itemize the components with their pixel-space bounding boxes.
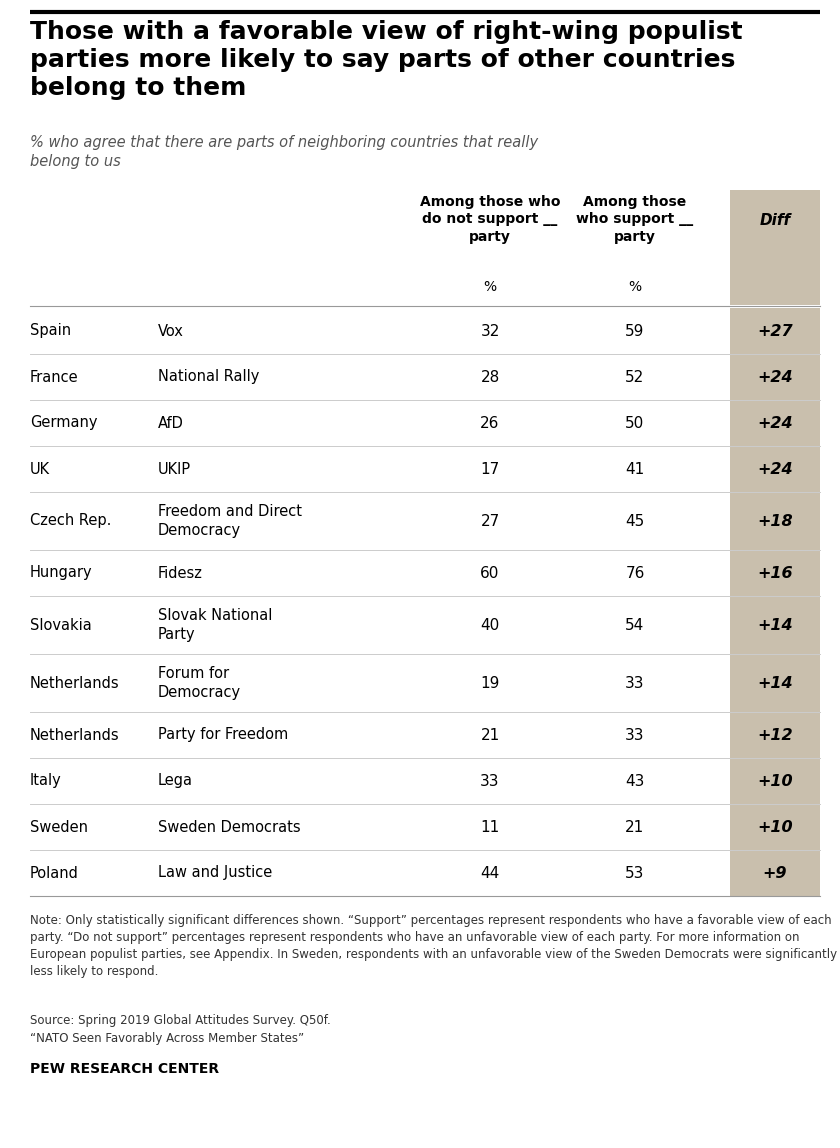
Text: +24: +24 (757, 461, 793, 476)
Text: 53: 53 (625, 866, 644, 881)
Text: +12: +12 (757, 728, 793, 743)
Text: 41: 41 (625, 461, 644, 476)
Text: Italy: Italy (30, 774, 62, 789)
Text: Slovakia: Slovakia (30, 618, 92, 633)
Text: 21: 21 (480, 728, 500, 743)
Bar (730, 596, 820, 654)
Text: 33: 33 (480, 774, 500, 789)
Text: Note: Only statistically significant differences shown. “Support” percentages re: Note: Only statistically significant dif… (30, 914, 837, 978)
Text: Among those
who support __
party: Among those who support __ party (576, 195, 694, 243)
Text: Hungary: Hungary (30, 566, 92, 581)
Text: “NATO Seen Favorably Across Member States”: “NATO Seen Favorably Across Member State… (30, 1032, 304, 1045)
Text: Sweden: Sweden (30, 820, 88, 835)
Text: 28: 28 (480, 370, 500, 385)
Text: +27: +27 (757, 324, 793, 339)
Text: 33: 33 (625, 728, 645, 743)
Text: Diff: Diff (759, 214, 790, 228)
Bar (730, 492, 820, 550)
Bar (730, 550, 820, 596)
Text: 76: 76 (625, 566, 644, 581)
Text: 59: 59 (625, 324, 644, 339)
Text: +18: +18 (757, 513, 793, 528)
Bar (730, 447, 820, 492)
Text: UKIP: UKIP (158, 461, 192, 476)
Text: PEW RESEARCH CENTER: PEW RESEARCH CENTER (30, 1062, 219, 1076)
Text: +9: +9 (763, 866, 787, 881)
Text: Freedom and Direct
Democracy: Freedom and Direct Democracy (158, 504, 302, 537)
Bar (730, 308, 820, 354)
Text: Lega: Lega (158, 774, 193, 789)
Text: 40: 40 (480, 618, 500, 633)
Text: 45: 45 (625, 513, 644, 528)
Text: Netherlands: Netherlands (30, 728, 119, 743)
Text: Those with a favorable view of right-wing populist
parties more likely to say pa: Those with a favorable view of right-win… (30, 20, 743, 100)
Text: Netherlands: Netherlands (30, 675, 119, 690)
Text: +14: +14 (757, 618, 793, 633)
Text: Germany: Germany (30, 416, 97, 430)
Text: 54: 54 (625, 618, 644, 633)
Text: Forum for
Democracy: Forum for Democracy (158, 667, 241, 699)
Text: +14: +14 (757, 675, 793, 690)
Bar (730, 804, 820, 850)
Text: +24: +24 (757, 370, 793, 385)
Text: %: % (484, 280, 496, 294)
Text: +10: +10 (757, 820, 793, 835)
Text: 33: 33 (625, 675, 645, 690)
Bar (730, 354, 820, 400)
Bar (730, 758, 820, 804)
Text: UK: UK (30, 461, 50, 476)
Text: Party for Freedom: Party for Freedom (158, 728, 288, 743)
Text: 17: 17 (480, 461, 500, 476)
Text: 21: 21 (625, 820, 644, 835)
Bar (730, 191, 820, 305)
Text: Source: Spring 2019 Global Attitudes Survey. Q50f.: Source: Spring 2019 Global Attitudes Sur… (30, 1014, 331, 1027)
Text: Spain: Spain (30, 324, 71, 339)
Text: +10: +10 (757, 774, 793, 789)
Bar (730, 654, 820, 712)
Text: Law and Justice: Law and Justice (158, 866, 272, 881)
Bar (730, 850, 820, 895)
Text: 60: 60 (480, 566, 500, 581)
Text: 50: 50 (625, 416, 644, 430)
Text: France: France (30, 370, 79, 385)
Text: % who agree that there are parts of neighboring countries that really
belong to : % who agree that there are parts of neig… (30, 135, 538, 169)
Text: 52: 52 (625, 370, 644, 385)
Text: %: % (628, 280, 642, 294)
Text: National Rally: National Rally (158, 370, 260, 385)
Text: Fidesz: Fidesz (158, 566, 203, 581)
Text: +16: +16 (757, 566, 793, 581)
Text: AfD: AfD (158, 416, 184, 430)
Text: Sweden Democrats: Sweden Democrats (158, 820, 301, 835)
Text: 27: 27 (480, 513, 500, 528)
Bar (730, 712, 820, 758)
Text: Poland: Poland (30, 866, 79, 881)
Text: 32: 32 (480, 324, 500, 339)
Text: +24: +24 (757, 416, 793, 430)
Text: Slovak National
Party: Slovak National Party (158, 608, 272, 642)
Text: 44: 44 (480, 866, 500, 881)
Text: Vox: Vox (158, 324, 184, 339)
Text: 43: 43 (625, 774, 644, 789)
Text: 19: 19 (480, 675, 500, 690)
Text: 11: 11 (480, 820, 500, 835)
Text: Czech Rep.: Czech Rep. (30, 513, 112, 528)
Bar (730, 400, 820, 447)
Text: Among those who
do not support __
party: Among those who do not support __ party (420, 195, 560, 243)
Text: 26: 26 (480, 416, 500, 430)
